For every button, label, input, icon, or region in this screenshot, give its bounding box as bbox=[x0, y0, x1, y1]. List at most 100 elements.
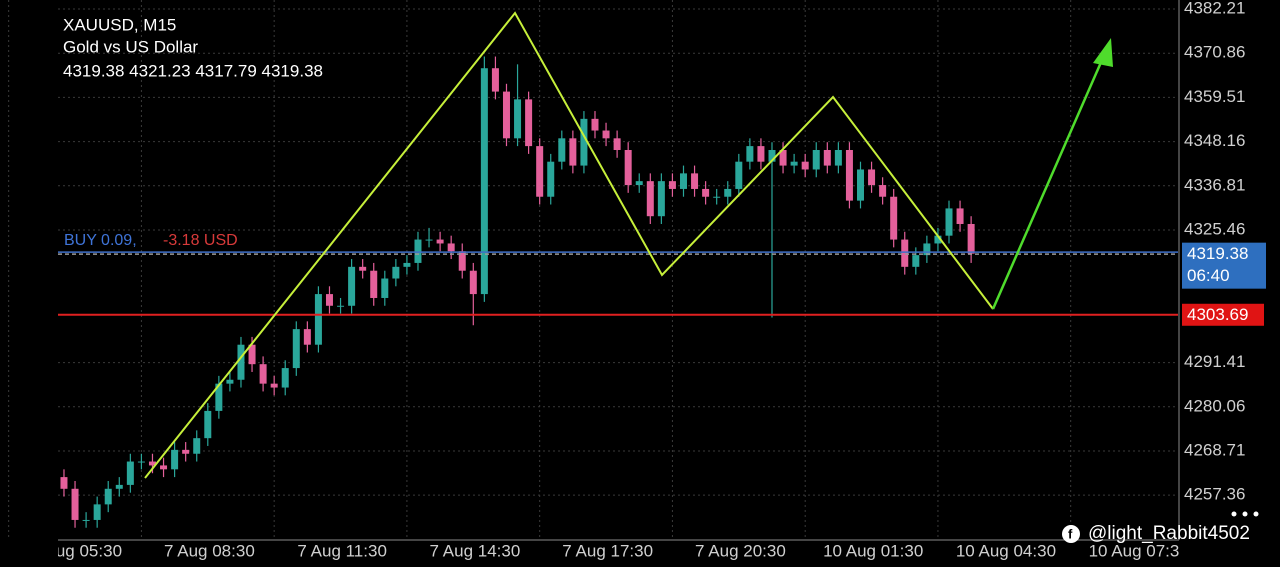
candle-body bbox=[691, 173, 699, 189]
bid-price-label: 4319.38 bbox=[1187, 244, 1248, 263]
candle-body bbox=[425, 239, 433, 241]
candle-body bbox=[879, 185, 887, 197]
candle-body bbox=[834, 150, 842, 166]
candle-body bbox=[668, 181, 676, 189]
candle-body bbox=[657, 181, 665, 217]
x-tick-label: 10 Aug 01:30 bbox=[823, 541, 923, 560]
candle-body bbox=[525, 99, 533, 147]
candle-body bbox=[403, 262, 411, 267]
candle-body bbox=[182, 449, 190, 454]
x-tick-label: 10 Aug 07:30 bbox=[1089, 541, 1189, 560]
candle-body bbox=[381, 278, 389, 298]
candle-body bbox=[967, 223, 975, 254]
candle-body bbox=[160, 465, 168, 470]
candle-body bbox=[226, 379, 234, 384]
candle-body bbox=[348, 266, 356, 306]
candle-body bbox=[458, 251, 466, 271]
zigzag-drawing bbox=[144, 11, 994, 479]
candle-body bbox=[890, 196, 898, 240]
candle-body bbox=[359, 266, 367, 271]
y-tick-label: 4359.51 bbox=[1184, 87, 1245, 106]
candle-body bbox=[148, 461, 156, 466]
position-profit: -3.18 USD bbox=[163, 232, 238, 249]
x-tick-label: 7 Aug 20:30 bbox=[695, 541, 786, 560]
candle-body bbox=[735, 161, 743, 189]
facebook-icon-glyph: f bbox=[1068, 526, 1073, 541]
candle-body bbox=[248, 344, 256, 365]
dot bbox=[1253, 511, 1259, 517]
candle-body bbox=[270, 383, 278, 388]
candle-body bbox=[591, 118, 599, 131]
candle-body bbox=[480, 68, 488, 295]
position-label: BUY 0.09, bbox=[64, 232, 137, 249]
x-tick-label: 7 Aug 08:30 bbox=[164, 541, 255, 560]
candle-body bbox=[613, 138, 621, 151]
candle-body bbox=[812, 150, 820, 170]
candle-body bbox=[757, 146, 765, 162]
candle-body bbox=[934, 235, 942, 244]
candle-body bbox=[469, 270, 477, 295]
candle-body bbox=[856, 169, 864, 201]
candle-body bbox=[702, 188, 710, 197]
x-tick-label: 7 Aug 11:30 bbox=[297, 541, 387, 560]
y-tick-label: 4268.71 bbox=[1184, 440, 1245, 459]
candle-body bbox=[436, 239, 444, 244]
candle-body bbox=[912, 255, 920, 267]
candle-body bbox=[292, 329, 300, 369]
candle-body bbox=[204, 410, 212, 439]
candle-body bbox=[237, 344, 245, 380]
candle-body bbox=[514, 99, 522, 139]
bid-price-box bbox=[1182, 242, 1266, 289]
symbol-title: XAUUSD, M15 bbox=[63, 15, 176, 34]
y-tick-label: 4257.36 bbox=[1184, 485, 1245, 504]
y-tick-label: 4336.81 bbox=[1184, 175, 1245, 194]
candle-body bbox=[491, 68, 499, 92]
candle-body bbox=[823, 150, 831, 166]
candle-body bbox=[447, 243, 455, 252]
candle-body bbox=[724, 188, 732, 197]
candle-body bbox=[325, 294, 333, 306]
grid-layer bbox=[8, 0, 1180, 541]
candle-body bbox=[215, 383, 223, 411]
candle-body bbox=[679, 173, 687, 189]
x-axis: 7 Aug 05:30 7 Aug 08:30 7 Aug 11:30 7 Aug 1… bbox=[58, 541, 1189, 560]
candle-body bbox=[624, 150, 632, 186]
candle-body bbox=[104, 488, 112, 505]
candle-body bbox=[414, 239, 422, 263]
candle-body bbox=[337, 305, 345, 307]
dot bbox=[1231, 511, 1237, 517]
candle-body bbox=[547, 161, 555, 197]
candle-body bbox=[569, 138, 577, 166]
watermark-text: @light_Rabbit4502 bbox=[1088, 523, 1250, 544]
candle-body bbox=[115, 484, 123, 489]
candle-body bbox=[602, 130, 610, 139]
candle-body bbox=[60, 477, 68, 489]
bid-time-label: 06:40 bbox=[1187, 266, 1230, 285]
candle-body bbox=[901, 239, 909, 267]
candle-body bbox=[956, 208, 964, 224]
candle-body bbox=[193, 438, 201, 454]
candle-body bbox=[536, 146, 544, 197]
x-tick-label: 7 Aug 17:30 bbox=[562, 541, 653, 560]
candle-body bbox=[945, 208, 953, 236]
y-axis: 4257.36 4268.71 4280.06 4291.41 4325.46 4336.… bbox=[1184, 0, 1245, 504]
dot bbox=[1242, 511, 1248, 517]
candle-body bbox=[768, 150, 776, 162]
candle-body bbox=[790, 161, 798, 166]
candle-body bbox=[171, 449, 179, 470]
menu-dots[interactable] bbox=[1231, 511, 1259, 517]
candle-body bbox=[868, 169, 876, 186]
candle-body bbox=[502, 91, 510, 139]
candle-body bbox=[779, 150, 787, 166]
candle-body bbox=[713, 196, 721, 198]
candle-body bbox=[845, 150, 853, 201]
y-tick-label: 4382.21 bbox=[1184, 0, 1245, 17]
arrow-line bbox=[991, 59, 1104, 310]
candle-body bbox=[635, 181, 643, 186]
y-tick-label: 4348.16 bbox=[1184, 131, 1245, 150]
candle-body bbox=[580, 118, 588, 166]
candle-body bbox=[71, 488, 79, 520]
candle-body bbox=[281, 368, 289, 388]
stop-price-label: 4303.69 bbox=[1187, 305, 1248, 324]
